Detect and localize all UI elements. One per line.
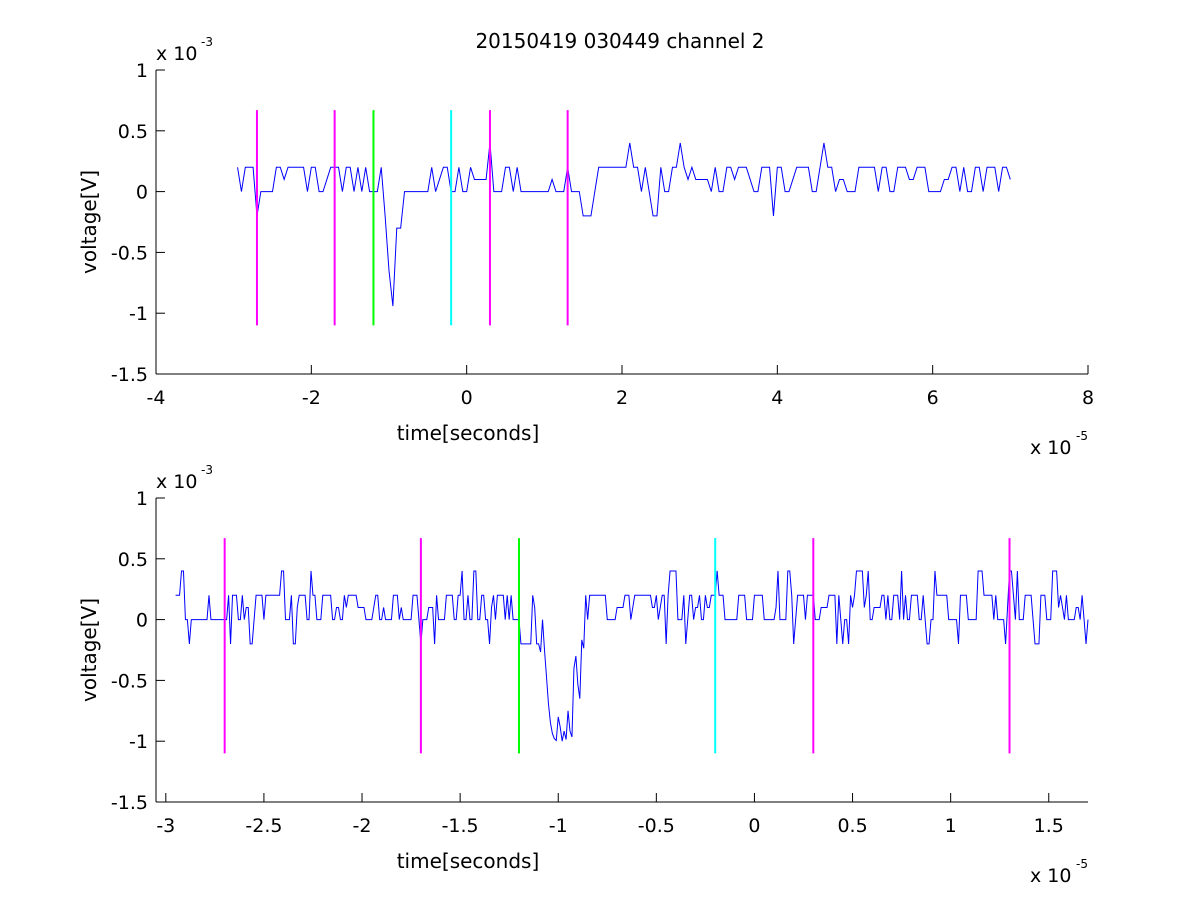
x-tick-label: 0: [748, 815, 760, 837]
y-tick-label: 1: [136, 60, 148, 82]
y-tick-label: -1: [129, 303, 148, 325]
y-tick-label: 0.5: [118, 549, 148, 571]
x-tick-label: -3: [156, 815, 175, 837]
x-tick-label: 1: [945, 815, 957, 837]
x-exponent-base: x 10: [1030, 437, 1071, 459]
y-exponent-sup: -3: [201, 35, 213, 49]
x-tick-label: -4: [147, 387, 166, 409]
x-exponent-sup: -5: [1076, 857, 1088, 871]
x-tick-label: 8: [1082, 387, 1094, 409]
x-tick-label: -1.5: [442, 815, 479, 837]
y-exponent-base: x 10: [156, 471, 197, 493]
y-exponent-sup: -3: [201, 463, 213, 477]
top-panel: -1.5 -1 -0.5 0 0.5 1 -4 -2 0 2 4 6 8 time[seconds] vol…: [77, 35, 1094, 459]
bottom-panel: -1.5 -1 -0.5 0 0.5 1 -3 -2.5 -2 -1.5 -1 -0.5 0 0.5 1 1.…: [77, 463, 1089, 887]
figure-title: 20150419 030449 channel 2: [475, 29, 764, 53]
x-axis-label: time[seconds]: [397, 849, 540, 873]
x-tick-label: -2.5: [245, 815, 282, 837]
y-tick-label: -1.5: [111, 792, 148, 814]
x-axis-label: time[seconds]: [397, 421, 540, 445]
x-exponent-sup: -5: [1076, 429, 1088, 443]
x-tick-label: -2: [302, 387, 321, 409]
y-axis-label: voltage[V]: [77, 598, 101, 702]
y-tick-label: 0: [136, 182, 148, 204]
x-tick-label: -1: [549, 815, 568, 837]
signal-trace: [237, 142, 1011, 307]
y-tick-label: 0: [136, 610, 148, 632]
y-tick-label: -1.5: [111, 364, 148, 386]
x-exponent-base: x 10: [1030, 865, 1071, 887]
y-tick-label: 0.5: [118, 121, 148, 143]
x-tick-label: 4: [771, 387, 783, 409]
signal-trace: [175, 570, 1089, 742]
x-tick-label: -2: [353, 815, 372, 837]
x-tick-label: 0.5: [837, 815, 867, 837]
y-tick-label: 1: [136, 488, 148, 510]
y-tick-label: -0.5: [111, 670, 148, 692]
y-tick-label: -1: [129, 731, 148, 753]
y-tick-label: -0.5: [111, 242, 148, 264]
x-tick-label: 2: [616, 387, 628, 409]
x-tick-label: 6: [927, 387, 939, 409]
y-exponent-base: x 10: [156, 43, 197, 65]
x-tick-label: -0.5: [638, 815, 675, 837]
x-tick-label: 0: [461, 387, 473, 409]
y-axis-label: voltage[V]: [77, 170, 101, 274]
x-tick-label: 1.5: [1034, 815, 1064, 837]
